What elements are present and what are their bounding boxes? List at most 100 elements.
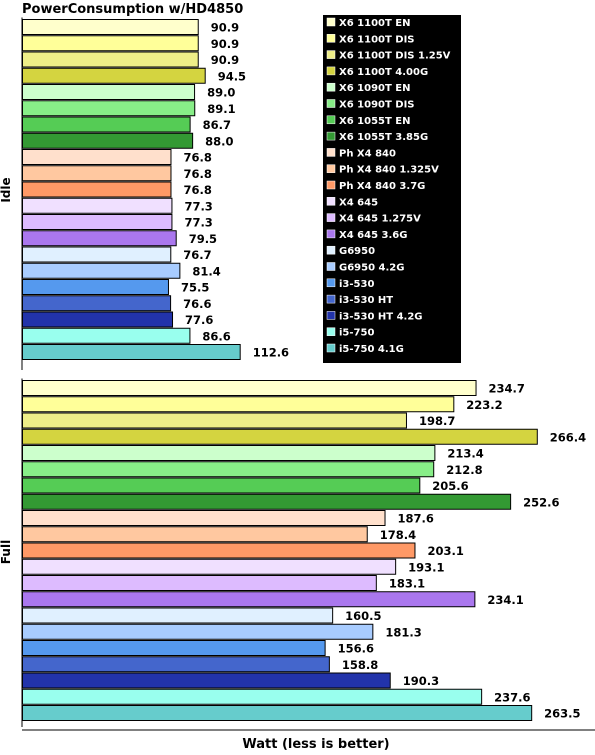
legend-swatch-15	[326, 262, 336, 271]
panel-full: 234.7 223.2 198.7 266.4 213.4 212.8 205.6 252.6…	[21, 378, 586, 727]
data-label-full-12: 183.1	[389, 577, 425, 591]
panel-idle: 90.9 90.9 90.9 94.5 89.0 89.1 86.7 88.0 76.8 76.8…	[21, 17, 289, 370]
data-label-idle-7: 88.0	[205, 134, 233, 148]
bar-full-20	[22, 705, 533, 721]
legend-label-15: G6950 4.2G	[339, 263, 404, 274]
panels: 90.9 90.9 90.9 94.5 89.0 89.1 86.7 88.0 76.8 76.8…	[21, 17, 586, 727]
data-label-idle-13: 79.5	[189, 232, 217, 246]
data-label-full-1: 223.2	[466, 398, 502, 412]
legend-swatch-12	[326, 213, 336, 222]
legend-swatch-4	[326, 82, 336, 92]
bar-full-17	[22, 656, 330, 673]
data-label-full-11: 193.1	[408, 560, 444, 574]
legend-label-7: X6 1055T 3.85G	[339, 132, 428, 143]
data-label-idle-14: 76.7	[183, 248, 211, 262]
bar-full-19	[22, 688, 483, 705]
legend-label-14: G6950	[339, 246, 375, 257]
legend-swatch-10	[326, 180, 336, 190]
data-label-idle-10: 76.8	[183, 183, 211, 197]
bar-idle-9	[22, 165, 172, 182]
data-label-full-7: 252.6	[523, 495, 559, 509]
legend-label-9: Ph X4 840 1.325V	[339, 165, 439, 176]
legend-swatch-1	[326, 34, 336, 43]
legend-background	[323, 15, 461, 363]
data-label-idle-12: 77.3	[184, 216, 212, 230]
data-label-idle-6: 86.7	[203, 118, 231, 132]
bar-idle-17	[22, 295, 172, 312]
legend-label-6: X6 1055T EN	[339, 116, 410, 127]
bar-idle-18	[22, 311, 174, 328]
bar-idle-15	[22, 262, 181, 279]
data-label-idle-15: 81.4	[192, 264, 220, 278]
legend-label-16: i3-530	[339, 279, 374, 290]
data-label-full-9: 178.4	[380, 528, 416, 542]
legend-swatch-18	[326, 311, 336, 320]
legend-swatch-16	[326, 278, 336, 288]
data-label-full-5: 212.8	[446, 463, 482, 477]
data-label-full-15: 181.3	[385, 625, 421, 639]
bar-idle-0	[22, 19, 199, 35]
bar-full-14	[22, 607, 334, 624]
legend-swatch-13	[326, 229, 336, 239]
data-label-full-2: 198.7	[419, 414, 455, 428]
bar-full-0	[22, 380, 477, 396]
legend-label-8: Ph X4 840	[339, 148, 396, 159]
bar-idle-5	[22, 100, 196, 117]
bar-idle-8	[22, 149, 172, 165]
legend-swatch-2	[326, 50, 336, 59]
data-label-full-3: 266.4	[550, 430, 586, 444]
bar-idle-19	[22, 327, 191, 344]
legend-label-13: X4 645 3.6G	[339, 230, 407, 241]
data-label-full-17: 158.8	[342, 658, 378, 672]
data-label-full-18: 190.3	[403, 674, 439, 688]
bar-full-3	[22, 428, 538, 445]
legend-swatch-17	[326, 294, 336, 304]
bar-full-15	[22, 623, 374, 640]
legend-label-11: X4 645	[339, 197, 378, 208]
data-label-full-20: 263.5	[544, 707, 580, 721]
legend-label-19: i5-750	[339, 328, 374, 339]
bar-full-7	[22, 493, 512, 510]
legend-swatch-8	[326, 148, 336, 157]
legend-swatch-3	[326, 66, 336, 76]
bar-full-1	[22, 396, 455, 413]
bar-full-5	[22, 461, 435, 478]
bar-full-8	[22, 510, 386, 526]
bar-idle-3	[22, 67, 206, 84]
bar-full-13	[22, 591, 476, 608]
bar-idle-20	[22, 344, 241, 360]
data-label-idle-11: 77.3	[184, 199, 212, 213]
legend-swatch-9	[326, 164, 336, 173]
legend-label-5: X6 1090T DIS	[339, 100, 415, 111]
bar-full-2	[22, 412, 407, 429]
data-label-idle-8: 76.8	[183, 151, 211, 165]
bar-full-11	[22, 558, 397, 575]
legend-label-18: i3-530 HT 4.2G	[339, 311, 423, 322]
data-label-idle-5: 89.1	[207, 102, 235, 116]
data-label-full-10: 203.1	[427, 544, 463, 558]
bar-full-10	[22, 542, 416, 559]
legend-swatch-5	[326, 99, 336, 108]
data-label-idle-4: 89.0	[207, 86, 235, 100]
bar-full-12	[22, 575, 377, 591]
bar-idle-1	[22, 35, 199, 52]
bar-full-6	[22, 477, 421, 494]
legend-swatch-6	[326, 115, 336, 125]
bar-full-18	[22, 672, 391, 689]
data-label-full-4: 213.4	[447, 447, 483, 461]
legend-label-17: i3-530 HT	[339, 295, 393, 306]
bar-idle-2	[22, 51, 199, 68]
legend-swatch-19	[326, 327, 336, 336]
data-label-idle-0: 90.9	[211, 21, 239, 35]
legend-label-20: i5-750 4.1G	[339, 344, 404, 355]
chart-title: PowerConsumption w/HD4850	[22, 2, 243, 17]
data-label-idle-9: 76.8	[183, 167, 211, 181]
bar-idle-16	[22, 279, 169, 295]
bar-full-4	[22, 445, 436, 461]
bar-idle-10	[22, 181, 172, 198]
data-label-idle-16: 75.5	[181, 281, 209, 295]
data-label-full-6: 205.6	[432, 479, 468, 493]
legend-label-4: X6 1090T EN	[339, 83, 410, 94]
data-label-full-19: 237.6	[494, 690, 530, 704]
data-label-full-8: 187.6	[398, 512, 434, 526]
